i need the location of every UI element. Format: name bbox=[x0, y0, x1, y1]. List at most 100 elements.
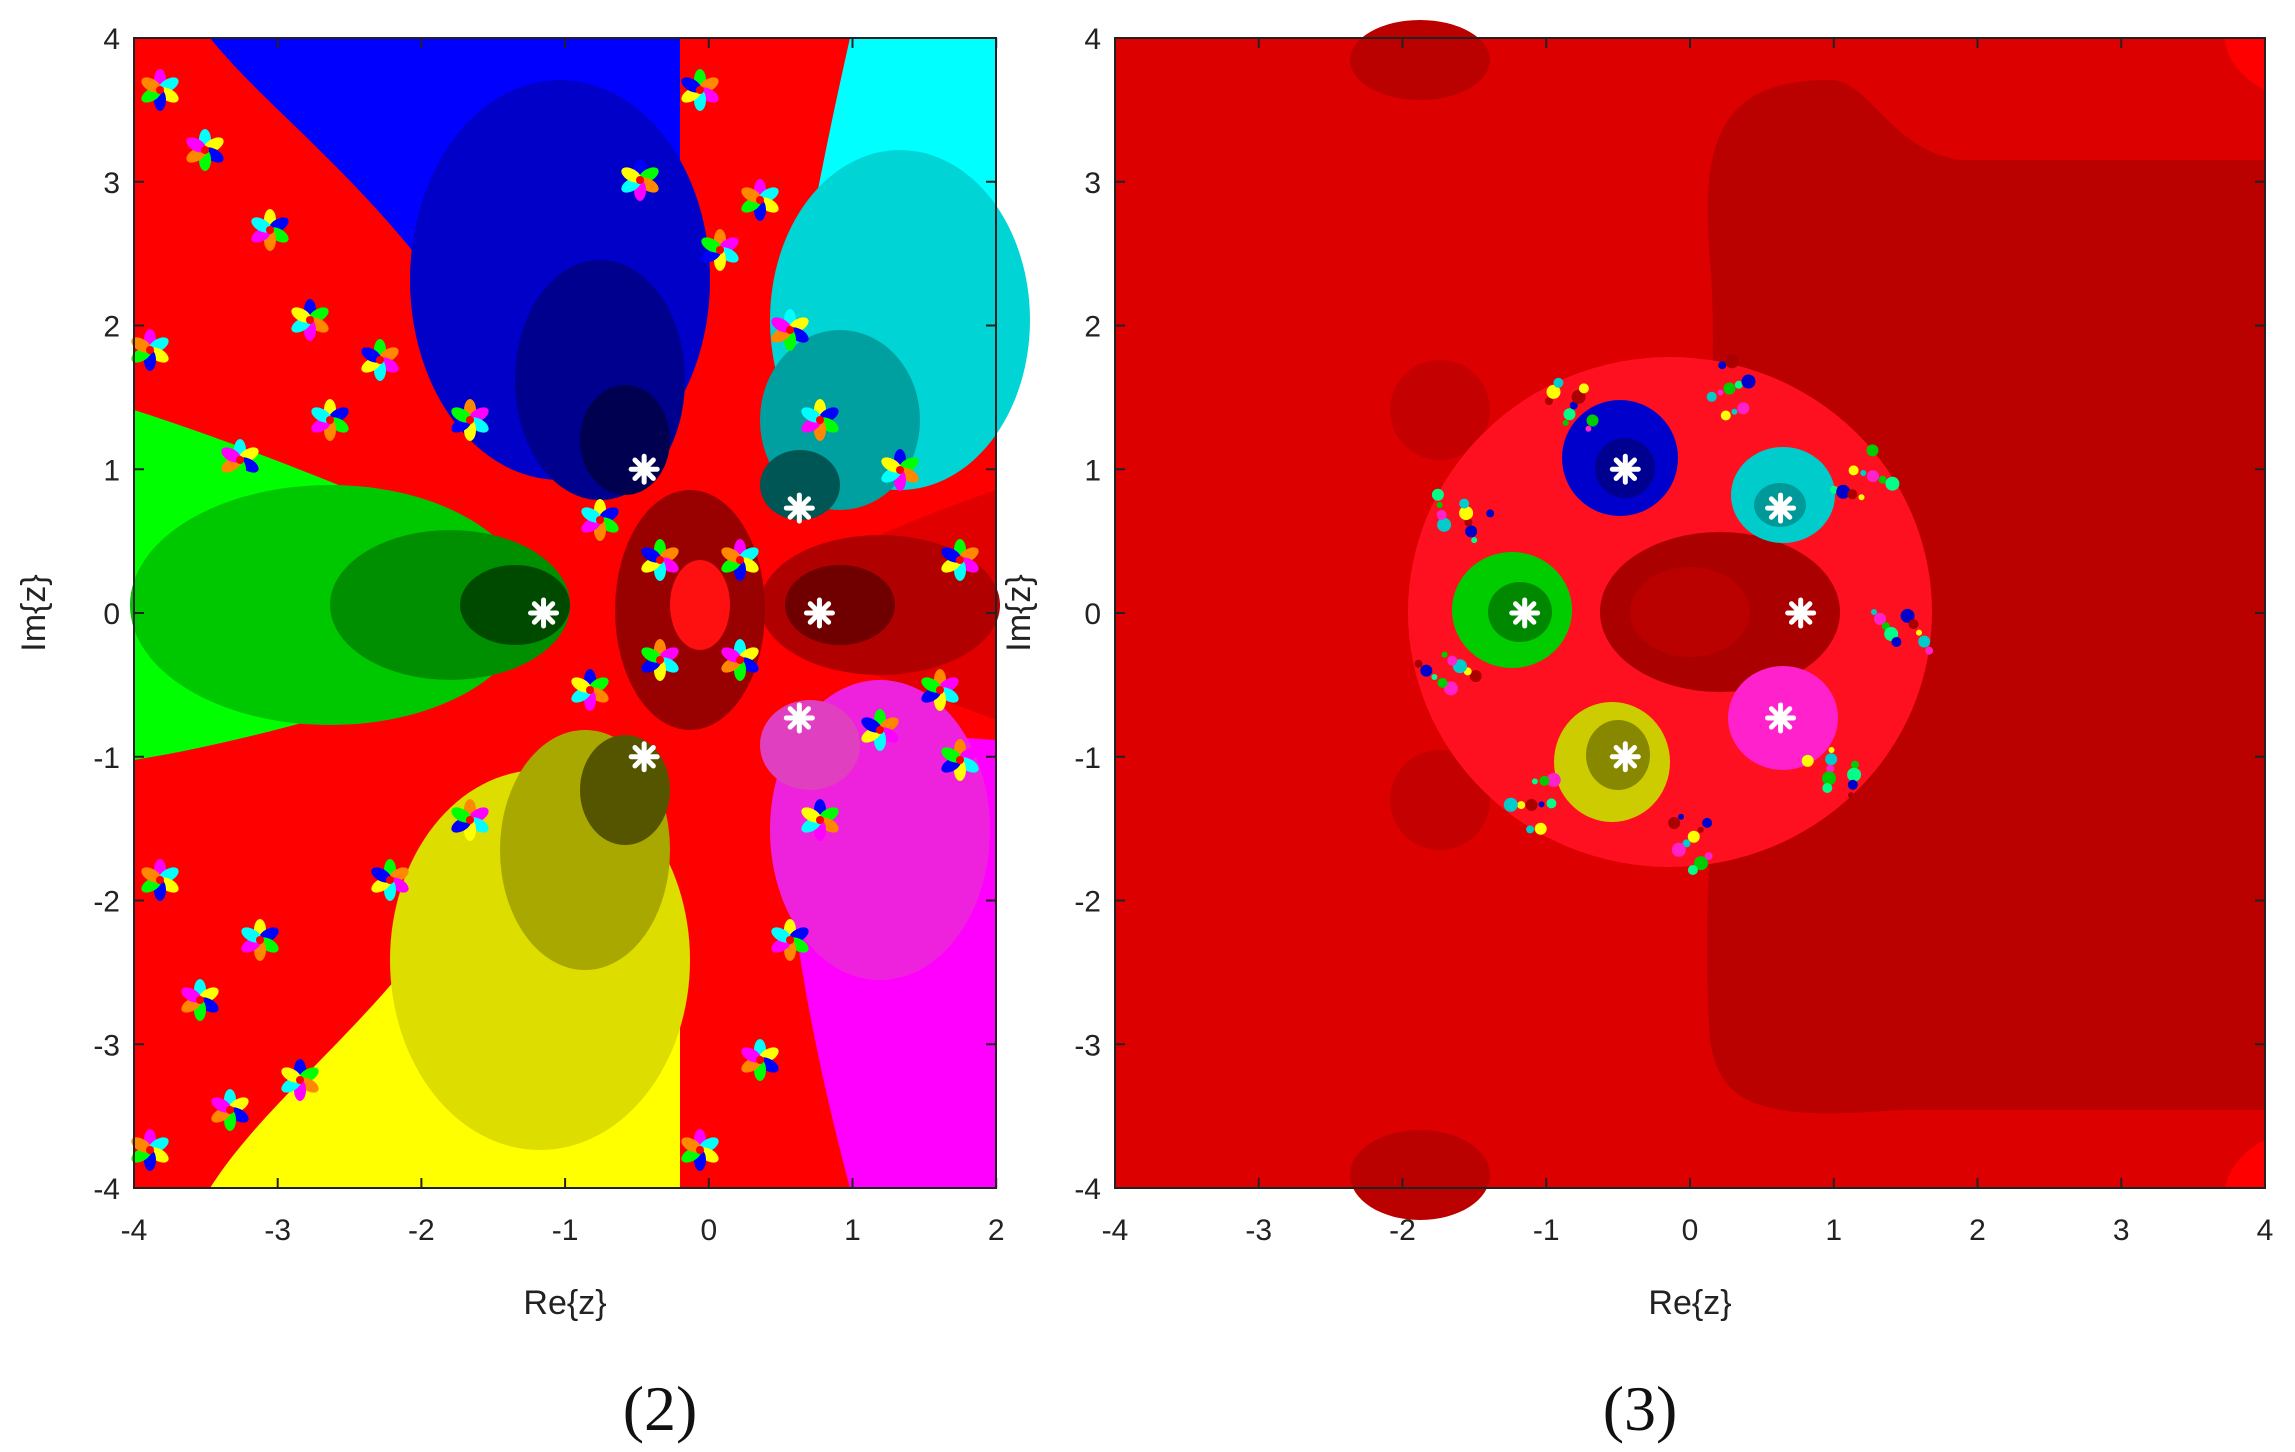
left-blob-upper bbox=[1390, 360, 1490, 460]
basin-cyan-shade-3 bbox=[760, 450, 840, 520]
x-tick-label: -2 bbox=[408, 1214, 435, 1247]
fractal-fleck bbox=[1465, 525, 1478, 538]
fractal-fleck bbox=[1731, 408, 1738, 415]
basin-magenta-shade-2 bbox=[760, 700, 860, 790]
x-axis-label: Re{z} bbox=[1648, 1284, 1731, 1322]
fractal-fleck bbox=[1531, 778, 1538, 785]
fractal-fleck bbox=[1668, 817, 1681, 829]
fractal-flower bbox=[241, 919, 279, 961]
central-red-core bbox=[670, 560, 730, 650]
fractal-flower bbox=[221, 439, 259, 481]
fractal-fleck bbox=[1706, 391, 1717, 402]
fractal-fleck bbox=[1539, 775, 1550, 786]
fractal-flower bbox=[371, 859, 409, 901]
fractal-fleck bbox=[1908, 619, 1919, 630]
fractal-fleck bbox=[1437, 517, 1452, 532]
inner-center bbox=[1630, 567, 1750, 657]
fractal-fleck bbox=[1578, 383, 1589, 394]
fractal-fleck bbox=[1471, 537, 1478, 544]
y-axis-label: Im{z} bbox=[15, 574, 53, 651]
fractal-fleck bbox=[1503, 797, 1518, 812]
fractal-fleck bbox=[1826, 764, 1835, 773]
y-tick-label: -1 bbox=[93, 742, 120, 775]
dark-red-right-region bbox=[1707, 80, 2265, 1114]
fractal-flower bbox=[941, 539, 979, 581]
plot-2: -4 -3 -2 -1 0 1 2 -4 -3 -2 -1 0 1 2 3 4 Re{z} Im{z} (2) bbox=[15, 23, 1030, 1444]
fractal-fleck bbox=[1871, 609, 1877, 615]
root-markers-2 bbox=[528, 453, 835, 773]
fractal-fleck bbox=[1850, 760, 1859, 769]
fractal-flowers bbox=[131, 69, 979, 1171]
fractal-fleck bbox=[1546, 384, 1561, 399]
fractal-fleck bbox=[1682, 839, 1691, 848]
y-tick-label: -2 bbox=[1074, 886, 1101, 919]
x-tick-label: 0 bbox=[1682, 1214, 1699, 1247]
fractal-flower bbox=[451, 399, 489, 441]
basin-red-shade-2 bbox=[785, 565, 895, 645]
fractal-flower bbox=[211, 1089, 249, 1131]
fractal-fleck bbox=[1858, 494, 1865, 501]
subfigure-caption: (2) bbox=[623, 1373, 698, 1444]
fractal-flower bbox=[621, 159, 659, 201]
fractal-fleck bbox=[1431, 674, 1438, 680]
fractal-fleck bbox=[1741, 374, 1756, 389]
y-tick-label: -4 bbox=[93, 1173, 120, 1206]
bottom-blob bbox=[1350, 1130, 1490, 1220]
fractal-fleck bbox=[1874, 612, 1886, 625]
fractal-fleck bbox=[1737, 402, 1750, 415]
fractal-fleck bbox=[1822, 783, 1833, 793]
corner-top-right bbox=[2225, 38, 2265, 90]
fractal-flower bbox=[641, 639, 679, 681]
fractal-fleck bbox=[1687, 865, 1698, 875]
fractal-fleck bbox=[1459, 498, 1470, 509]
top-blob bbox=[1350, 20, 1490, 100]
fractal-fleck bbox=[1678, 813, 1685, 820]
fractal-fleck bbox=[1725, 354, 1740, 369]
fractal-fleck bbox=[1431, 488, 1444, 501]
fractal-fleck bbox=[1538, 801, 1545, 808]
fractal-flower bbox=[771, 309, 809, 351]
fractal-fleck bbox=[1847, 767, 1862, 782]
subfigure-caption: (3) bbox=[1603, 1373, 1678, 1444]
y-tick-label: 2 bbox=[103, 311, 120, 344]
y-tick-label: 4 bbox=[103, 23, 120, 56]
fractal-flower bbox=[741, 1039, 779, 1081]
fractal-flower bbox=[186, 129, 224, 171]
fractal-flower bbox=[361, 339, 399, 381]
x-tick-label: -1 bbox=[1533, 1214, 1560, 1247]
fractal-flower bbox=[701, 229, 739, 271]
fractal-fleck bbox=[1900, 608, 1915, 623]
root-marker bbox=[528, 597, 560, 629]
y-tick-label: 1 bbox=[1084, 454, 1101, 487]
fractal-fleck bbox=[1694, 856, 1708, 871]
fractal-fleck bbox=[1486, 509, 1495, 518]
fractal-fleck bbox=[1569, 401, 1578, 410]
y-axis-label: Im{z} bbox=[1000, 574, 1038, 651]
root-marker bbox=[803, 597, 835, 629]
fractal-fleck bbox=[1546, 772, 1561, 787]
fractal-flower bbox=[741, 179, 779, 221]
fractal-flecks bbox=[1414, 354, 1934, 875]
fractal-fleck bbox=[1697, 826, 1704, 833]
y-tick-label: 0 bbox=[103, 598, 120, 631]
fractal-fleck bbox=[1836, 484, 1851, 499]
fractal-flower bbox=[641, 539, 679, 581]
fractal-fleck bbox=[1830, 485, 1839, 494]
fractal-fleck bbox=[1562, 419, 1569, 426]
x-tick-label: 0 bbox=[700, 1214, 717, 1247]
basins-layer bbox=[1115, 20, 2265, 1220]
fractal-fleck bbox=[1414, 659, 1423, 668]
fractal-fleck bbox=[1545, 397, 1553, 406]
fractal-flower bbox=[251, 209, 289, 251]
fractal-fleck bbox=[1563, 408, 1576, 421]
fractal-flower bbox=[131, 1129, 169, 1171]
y-tick-label: 0 bbox=[1084, 598, 1101, 631]
fractal-flower bbox=[681, 1129, 719, 1171]
fractal-fleck bbox=[1441, 651, 1448, 658]
fractal-fleck bbox=[1671, 842, 1686, 857]
root-marker bbox=[1509, 597, 1541, 629]
x-tick-label: 3 bbox=[2113, 1214, 2130, 1247]
fractal-fleck bbox=[1586, 414, 1599, 427]
x-tick-label: 1 bbox=[1825, 1214, 1842, 1247]
